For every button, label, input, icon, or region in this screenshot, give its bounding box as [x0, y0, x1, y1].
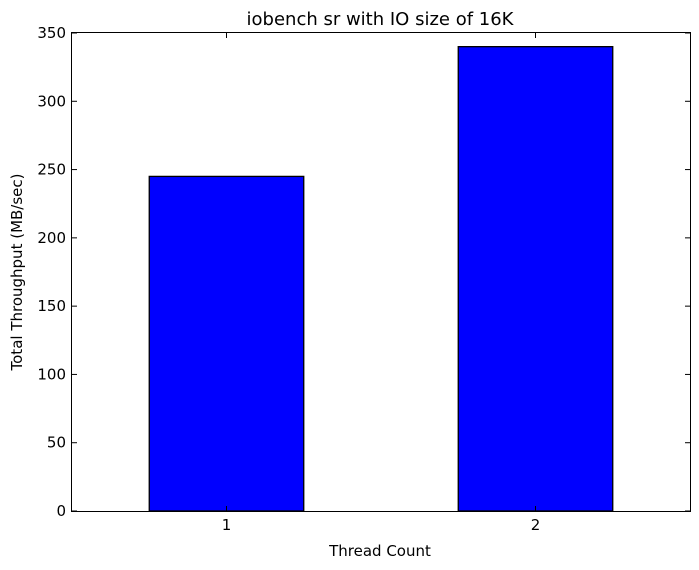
y-tick-label: 50 — [47, 434, 66, 452]
x-tick-label: 2 — [531, 516, 541, 534]
y-tick-label: 200 — [37, 229, 66, 247]
bar-1 — [148, 175, 305, 512]
ticks-group: 1 2 0 50 100 150 200 250 300 350 — [37, 24, 690, 534]
x-axis-label: Thread Count — [328, 542, 431, 560]
plot-frame — [71, 32, 691, 512]
y-tick-label: 300 — [37, 92, 66, 110]
y-tick-label: 0 — [56, 502, 66, 520]
y-tick-label: 150 — [37, 297, 66, 315]
y-tick-label: 250 — [37, 161, 66, 179]
bars-group — [148, 46, 614, 512]
y-axis-label: Total Throughput (MB/sec) — [8, 174, 26, 372]
y-tick-label: 350 — [37, 24, 66, 42]
y-tick-label: 100 — [37, 365, 66, 383]
x-tick-label: 1 — [222, 516, 232, 534]
bar-2 — [457, 46, 614, 512]
chart-title: iobench sr with IO size of 16K — [247, 9, 515, 30]
